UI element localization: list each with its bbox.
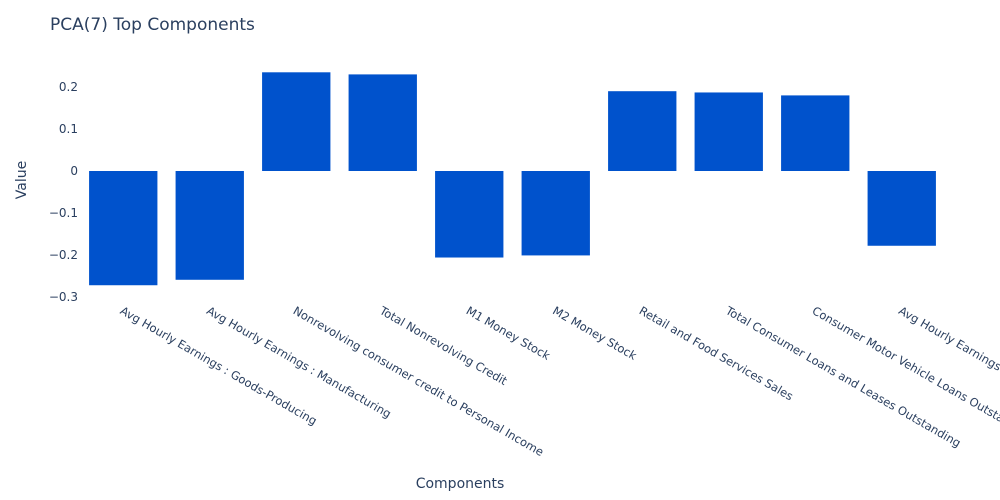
y-tick-label: 0 bbox=[70, 164, 78, 178]
bars bbox=[89, 72, 936, 286]
x-axis-ticks: Avg Hourly Earnings : Goods-ProducingAvg… bbox=[118, 303, 1000, 459]
bar bbox=[694, 92, 763, 171]
bar bbox=[175, 171, 244, 280]
x-tick-label: M2 Money Stock bbox=[550, 303, 639, 363]
bar bbox=[89, 171, 158, 286]
y-tick-label: −0.1 bbox=[49, 206, 78, 220]
y-tick-label: 0.1 bbox=[59, 122, 78, 136]
bar bbox=[348, 74, 417, 171]
y-axis-label: Value bbox=[14, 161, 30, 199]
bar bbox=[435, 171, 504, 258]
x-tick-label: Retail and Food Services Sales bbox=[637, 303, 796, 403]
chart-title: PCA(7) Top Components bbox=[50, 15, 255, 35]
y-tick-label: −0.3 bbox=[49, 290, 78, 304]
bar bbox=[262, 72, 331, 171]
bar bbox=[521, 171, 590, 256]
bar bbox=[781, 95, 850, 171]
y-tick-label: 0.2 bbox=[59, 80, 78, 94]
y-tick-label: −0.2 bbox=[49, 248, 78, 262]
x-axis-label: Components bbox=[416, 476, 505, 492]
x-tick-label: M1 Money Stock bbox=[464, 303, 553, 363]
bar bbox=[608, 91, 677, 171]
y-axis-ticks: 0.2 0.1 0 −0.1 −0.2 −0.3 bbox=[49, 80, 78, 304]
bar bbox=[867, 171, 936, 246]
